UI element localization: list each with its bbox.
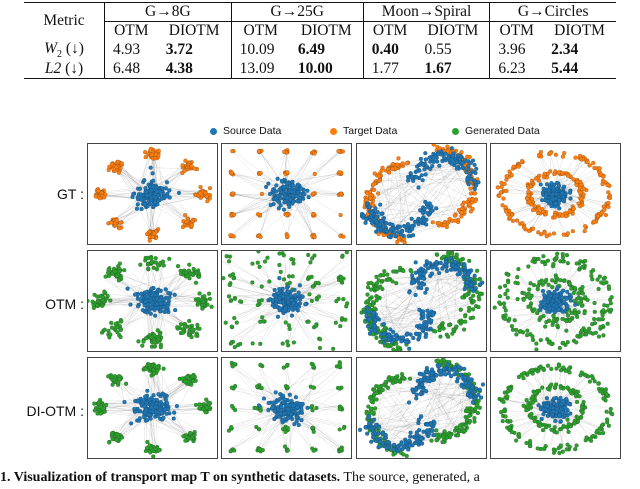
subheader-diotm: DIOTM — [157, 20, 232, 40]
source-points — [357, 362, 486, 454]
generated-dot-icon — [452, 127, 459, 135]
row-label-gt: GT : — [57, 186, 84, 202]
generated-points — [92, 362, 213, 458]
metric-cell: L2 (↓) — [24, 60, 105, 80]
group-header: G→25G — [230, 2, 364, 22]
figure-legend: Source Data Target Data Generated Data — [196, 124, 610, 140]
scatter-panel-diotm-8G — [87, 357, 218, 459]
value-cell: 10.00 — [289, 60, 364, 80]
scatter-panel-gt-8G — [87, 143, 218, 245]
scatter-panel-otm-circles — [490, 250, 621, 352]
table-row: L2 (↓) 6.48 4.38 13.09 10.00 1.77 1.67 6.23 5.44 — [24, 60, 616, 80]
legend-label: Generated Data — [465, 125, 540, 137]
metric-cell: W2 (↓) — [44, 39, 84, 60]
group-header: G→Circles — [489, 2, 616, 22]
table-row: W2 (↓) 4.93 3.72 10.09 6.49 0.40 0.55 3.96 2.34 — [24, 39, 616, 61]
legend-item-generated: Generated Data — [452, 125, 540, 137]
value-cell: 6.49 — [297, 41, 325, 59]
table-header-row: Metric G→8G G→25G Moon→Spiral G→Circles — [24, 1, 616, 40]
scatter-panel-diotm-moon-spiral — [356, 357, 487, 459]
source-points — [125, 285, 178, 318]
value-cell: 6.48 — [103, 60, 158, 80]
source-points — [538, 180, 573, 211]
results-table: Metric G→8G G→25G Moon→Spiral G→Circles … — [24, 1, 616, 80]
legend-item-target: Target Data — [330, 125, 397, 137]
row-label-otm: OTM : — [45, 296, 84, 312]
value-cell: 13.09 — [230, 60, 290, 80]
generated-points — [222, 251, 350, 351]
scatter-panel-otm-25G — [221, 250, 352, 352]
caption-bold: 1. Visualization of transport map T on s… — [0, 470, 341, 485]
legend-label: Target Data — [343, 125, 398, 137]
target-points — [495, 150, 613, 239]
generated-points — [497, 362, 615, 456]
row-label-diotm: DI-OTM : — [26, 403, 84, 419]
source-points — [266, 276, 309, 319]
value-cell: 1.67 — [416, 60, 490, 80]
scatter-panel-gt-25G — [221, 143, 352, 245]
transport-lines — [230, 150, 344, 238]
target-points — [93, 146, 213, 243]
value-cell: 3.96 — [489, 39, 544, 61]
target-dot-icon — [330, 127, 337, 135]
source-points — [359, 146, 481, 240]
scatter-panel-diotm-circles — [490, 357, 621, 459]
value-cell: 0.40 — [362, 39, 417, 61]
value-cell: 3.72 — [165, 41, 193, 59]
value-cell: 0.55 — [424, 41, 452, 59]
value-cell: 1.77 — [362, 60, 417, 80]
subheader-diotm: DIOTM — [289, 20, 364, 40]
source-points — [536, 395, 573, 424]
value-cell: 10.09 — [230, 39, 290, 61]
scatter-panel-otm-8G — [87, 250, 218, 352]
source-points — [362, 255, 485, 351]
legend-label: Source Data — [223, 125, 282, 137]
value-cell: 4.93 — [103, 39, 158, 61]
source-points — [538, 285, 578, 315]
source-points — [122, 388, 179, 426]
scatter-panel-otm-moon-spiral — [356, 250, 487, 352]
source-dot-icon — [210, 127, 217, 135]
scatter-panel-gt-moon-spiral — [356, 143, 487, 245]
source-points — [264, 176, 311, 212]
source-points — [130, 165, 182, 211]
group-header: Moon→Spiral — [362, 2, 490, 22]
subheader-otm: OTM — [362, 20, 417, 40]
generated-points — [88, 254, 214, 350]
subheader-diotm: DIOTM — [416, 20, 490, 40]
value-cell: 6.23 — [489, 60, 544, 80]
legend-item-source: Source Data — [210, 125, 281, 137]
caption-text: The source, generated, a — [340, 470, 480, 485]
generated-points — [492, 251, 614, 351]
figure-caption: 1. Visualization of transport map T on s… — [0, 470, 640, 489]
value-cell: 5.44 — [543, 60, 616, 80]
subheader-otm: OTM — [230, 20, 290, 40]
source-points — [256, 390, 310, 428]
value-cell: 2.34 — [551, 41, 579, 59]
scatter-panel-gt-circles — [490, 143, 621, 245]
value-cell: 4.38 — [157, 60, 232, 80]
table-subheader-row: OTM DIOTM OTM DIOTM OTM DIOTM OTM DIOTM — [24, 20, 616, 40]
group-header: G→8G — [104, 2, 232, 22]
subheader-diotm: DIOTM — [543, 20, 616, 40]
scatter-panel-diotm-25G — [221, 357, 352, 459]
subheader-otm: OTM — [103, 20, 158, 40]
subheader-otm: OTM — [489, 20, 544, 40]
metric-header: Metric — [24, 1, 105, 40]
